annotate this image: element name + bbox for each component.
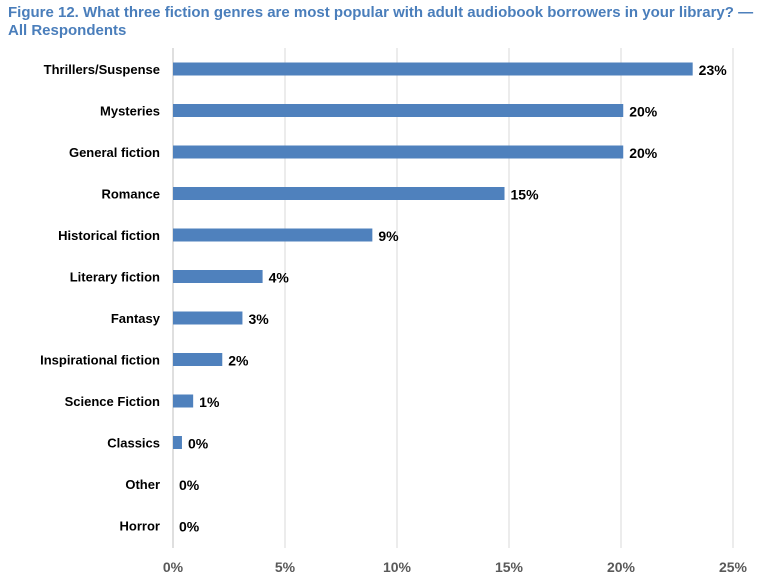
category-label: General fiction [69,145,160,160]
category-label: Mysteries [100,104,160,119]
data-label: 20% [629,145,658,161]
category-label: Science Fiction [65,394,160,409]
bar [173,145,624,159]
category-labels: Thrillers/Suspense Mysteries General ficti… [40,62,161,534]
data-label: 9% [378,228,399,244]
value-labels: 23% 20% 20% 15% 9% 4% 3% 2% 1% 0% 0% 0% [179,62,727,535]
bar [173,187,505,200]
category-label: Classics [107,436,160,451]
bar [173,228,373,242]
gridlines [172,48,734,548]
bar [173,62,693,76]
data-label: 0% [179,519,200,535]
category-label: Inspirational fiction [40,353,160,368]
category-label: Fantasy [111,311,161,326]
x-tick-label: 5% [275,559,296,575]
bar [173,270,263,283]
data-label: 4% [269,270,290,286]
x-tick-label: 20% [607,559,636,575]
category-label: Thrillers/Suspense [44,62,160,77]
bars [173,62,693,449]
bar [173,394,194,408]
data-label: 15% [511,187,540,203]
x-tick-label: 10% [383,559,412,575]
bar [173,311,243,325]
data-label: 0% [179,477,200,493]
category-label: Romance [101,187,160,202]
category-label: Other [125,477,160,492]
data-label: 2% [228,353,249,369]
bar [173,104,624,117]
bar [173,353,223,366]
chart-title: Figure 12. What three fiction genres are… [8,4,754,39]
data-label: 23% [699,62,728,78]
x-tick-label: 25% [719,559,748,575]
bar [173,436,182,449]
x-axis-ticks: 0% 5% 10% 15% 20% 25% [163,559,748,575]
data-label: 20% [629,104,658,120]
data-label: 3% [248,311,269,327]
x-tick-label: 0% [163,559,184,575]
category-label: Horror [120,519,160,534]
category-label: Historical fiction [58,228,160,243]
data-label: 0% [188,436,209,452]
x-tick-label: 15% [495,559,524,575]
data-label: 1% [199,394,220,410]
category-label: Literary fiction [70,270,160,285]
